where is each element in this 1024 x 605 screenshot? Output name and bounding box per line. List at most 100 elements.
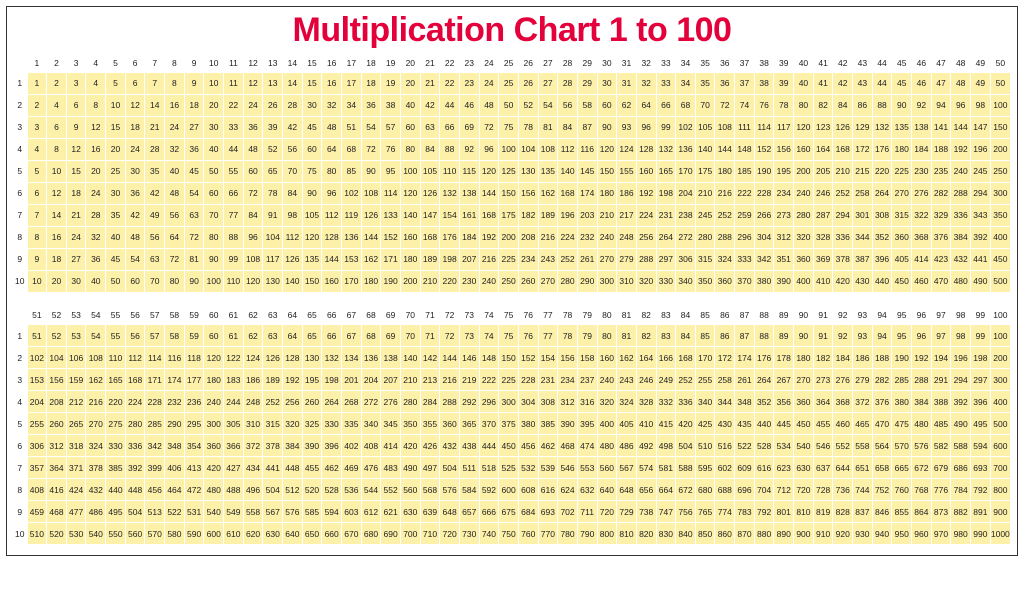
data-cell: 774 xyxy=(715,501,735,523)
data-cell: 34 xyxy=(676,72,696,94)
data-cell: 546 xyxy=(813,435,833,457)
data-cell: 51 xyxy=(342,116,362,138)
data-cell: 54 xyxy=(538,94,558,116)
col-header: 48 xyxy=(951,54,971,72)
data-cell: 395 xyxy=(577,413,597,435)
data-cell: 20 xyxy=(47,270,67,292)
col-header: 64 xyxy=(283,307,303,325)
data-cell: 12 xyxy=(243,72,263,94)
data-cell: 441 xyxy=(971,248,991,270)
data-cell: 496 xyxy=(243,479,263,501)
col-header: 40 xyxy=(794,54,814,72)
data-cell: 450 xyxy=(892,270,912,292)
data-cell: 270 xyxy=(538,270,558,292)
data-cell: 80 xyxy=(597,325,617,347)
data-cell: 623 xyxy=(774,457,794,479)
data-cell: 470 xyxy=(931,270,951,292)
data-cell: 87 xyxy=(577,116,597,138)
data-cell: 261 xyxy=(735,369,755,391)
data-cell: 348 xyxy=(165,435,185,457)
data-cell: 399 xyxy=(145,457,165,479)
data-cell: 72 xyxy=(243,182,263,204)
data-cell: 390 xyxy=(302,435,322,457)
data-cell: 648 xyxy=(617,479,637,501)
data-cell: 212 xyxy=(66,391,86,413)
data-cell: 612 xyxy=(361,501,381,523)
col-header: 83 xyxy=(656,307,676,325)
data-cell: 230 xyxy=(912,160,932,182)
row-header: 7 xyxy=(13,457,27,479)
data-cell: 270 xyxy=(86,413,106,435)
data-cell: 312 xyxy=(558,391,578,413)
data-cell: 162 xyxy=(538,182,558,204)
data-cell: 63 xyxy=(184,204,204,226)
col-header: 98 xyxy=(951,307,971,325)
corner-cell xyxy=(13,54,27,72)
data-cell: 160 xyxy=(400,226,420,248)
col-header: 34 xyxy=(676,54,696,72)
data-cell: 122 xyxy=(224,347,244,369)
data-cell: 132 xyxy=(656,138,676,160)
data-cell: 196 xyxy=(971,138,991,160)
col-header: 60 xyxy=(204,307,224,325)
row-header: 2 xyxy=(13,347,27,369)
data-cell: 180 xyxy=(400,248,420,270)
data-cell: 140 xyxy=(558,160,578,182)
data-cell: 480 xyxy=(912,413,932,435)
data-cell: 190 xyxy=(892,347,912,369)
data-cell: 117 xyxy=(263,248,283,270)
col-header: 77 xyxy=(538,307,558,325)
col-header: 63 xyxy=(263,307,283,325)
data-cell: 312 xyxy=(47,435,67,457)
data-cell: 10 xyxy=(27,270,47,292)
data-cell: 126 xyxy=(283,248,303,270)
data-cell: 39 xyxy=(263,116,283,138)
data-cell: 600 xyxy=(499,479,519,501)
data-cell: 284 xyxy=(420,391,440,413)
data-cell: 10 xyxy=(204,72,224,94)
col-header: 91 xyxy=(813,307,833,325)
data-cell: 165 xyxy=(106,369,126,391)
data-cell: 476 xyxy=(361,457,381,479)
col-header: 92 xyxy=(833,307,853,325)
col-header: 67 xyxy=(342,307,362,325)
data-cell: 730 xyxy=(459,523,479,545)
data-cell: 88 xyxy=(440,138,460,160)
data-cell: 14 xyxy=(283,72,303,94)
data-cell: 102 xyxy=(27,347,47,369)
data-cell: 93 xyxy=(853,325,873,347)
data-cell: 126 xyxy=(263,347,283,369)
data-cell: 6 xyxy=(125,72,145,94)
data-cell: 57 xyxy=(145,325,165,347)
data-cell: 624 xyxy=(558,479,578,501)
data-cell: 128 xyxy=(322,226,342,248)
col-header: 42 xyxy=(833,54,853,72)
data-cell: 188 xyxy=(931,138,951,160)
data-cell: 189 xyxy=(538,204,558,226)
data-cell: 12 xyxy=(125,94,145,116)
data-cell: 549 xyxy=(224,501,244,523)
data-cell: 296 xyxy=(735,226,755,248)
data-cell: 1 xyxy=(27,72,47,94)
data-cell: 135 xyxy=(538,160,558,182)
data-cell: 18 xyxy=(66,182,86,204)
data-cell: 45 xyxy=(302,116,322,138)
data-cell: 232 xyxy=(577,226,597,248)
data-cell: 693 xyxy=(971,457,991,479)
data-cell: 282 xyxy=(931,182,951,204)
data-cell: 166 xyxy=(656,347,676,369)
data-cell: 72 xyxy=(184,226,204,248)
data-cell: 115 xyxy=(459,160,479,182)
data-cell: 576 xyxy=(440,479,460,501)
data-cell: 702 xyxy=(558,501,578,523)
data-cell: 24 xyxy=(165,116,185,138)
data-cell: 90 xyxy=(302,182,322,204)
data-cell: 231 xyxy=(538,369,558,391)
data-cell: 90 xyxy=(184,270,204,292)
col-header: 11 xyxy=(224,54,244,72)
data-cell: 329 xyxy=(931,204,951,226)
data-cell: 12 xyxy=(66,138,86,160)
data-cell: 19 xyxy=(381,72,401,94)
data-cell: 8 xyxy=(165,72,185,94)
data-cell: 270 xyxy=(794,369,814,391)
